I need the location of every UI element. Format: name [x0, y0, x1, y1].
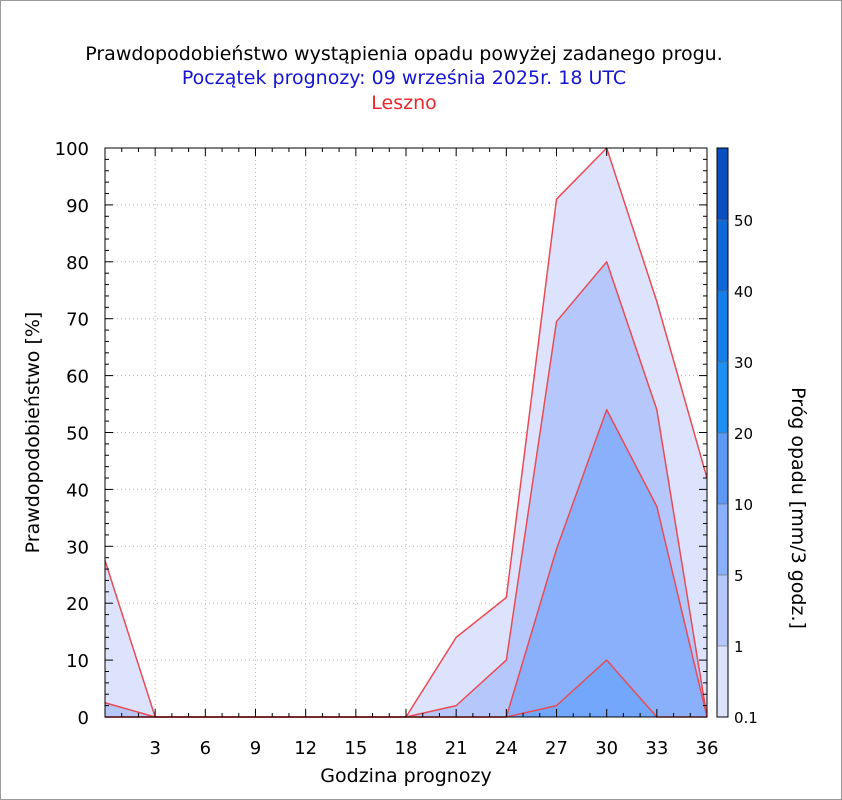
- x-tick-label: 3: [149, 738, 160, 759]
- y-tick-label: 90: [66, 196, 89, 217]
- chart-subtitle: Początek prognozy: 09 września 2025r. 18…: [181, 67, 627, 89]
- y-tick-label: 20: [66, 594, 89, 615]
- y-tick-label: 0: [78, 708, 89, 729]
- x-tick-label: 24: [495, 738, 518, 759]
- colorbar-band: [717, 148, 728, 220]
- y-tick-label: 80: [66, 253, 89, 274]
- chart-title: Prawdopodobieństwo wystąpienia opadu pow…: [85, 43, 723, 65]
- colorbar-label: Próg opadu [mm/3 godz.]: [787, 387, 809, 629]
- colorbar-level-label: 50: [734, 212, 753, 230]
- x-tick-label: 33: [645, 738, 668, 759]
- colorbar-band: [717, 220, 728, 291]
- colorbar-level-label: 10: [734, 496, 753, 514]
- colorbar-band: [717, 433, 728, 504]
- colorbar-level-label: 40: [734, 283, 753, 301]
- y-tick-label: 30: [66, 537, 89, 558]
- colorbar-border: [716, 147, 729, 718]
- colorbar-level-label: 1: [734, 638, 744, 656]
- x-tick-label: 18: [395, 738, 418, 759]
- x-tick-label: 30: [595, 738, 618, 759]
- colorbar-level-label: 0.1: [734, 709, 758, 727]
- x-tick-label: 21: [445, 738, 468, 759]
- colorbar-band: [717, 646, 728, 717]
- colorbar-level-label: 20: [734, 425, 753, 443]
- y-tick-label: 40: [66, 480, 89, 501]
- plot-border: [104, 147, 708, 718]
- colorbar-level-label: 5: [734, 567, 744, 585]
- y-tick-label: 60: [66, 367, 89, 388]
- x-tick-label: 6: [200, 738, 211, 759]
- colorbar-band: [717, 504, 728, 575]
- probability-area-5: [105, 409, 707, 717]
- y-tick-label: 70: [66, 310, 89, 331]
- probability-area-10: [105, 660, 707, 717]
- x-axis-label: Godzina prognozy: [320, 765, 491, 787]
- x-tick-label: 15: [344, 738, 367, 759]
- x-tick-label: 9: [250, 738, 261, 759]
- colorbar-level-label: 30: [734, 354, 753, 372]
- colorbar-band: [717, 291, 728, 362]
- location-label: Leszno: [371, 92, 437, 114]
- x-tick-label: 36: [696, 738, 719, 759]
- colorbar-band: [717, 362, 728, 433]
- y-tick-label: 100: [55, 139, 89, 160]
- x-tick-label: 27: [545, 738, 568, 759]
- x-tick-label: 12: [294, 738, 317, 759]
- colorbar-band: [717, 575, 728, 646]
- y-axis-label: Prawdopodobieństwo [%]: [22, 312, 44, 554]
- y-tick-label: 50: [66, 424, 89, 445]
- y-tick-label: 10: [66, 651, 89, 672]
